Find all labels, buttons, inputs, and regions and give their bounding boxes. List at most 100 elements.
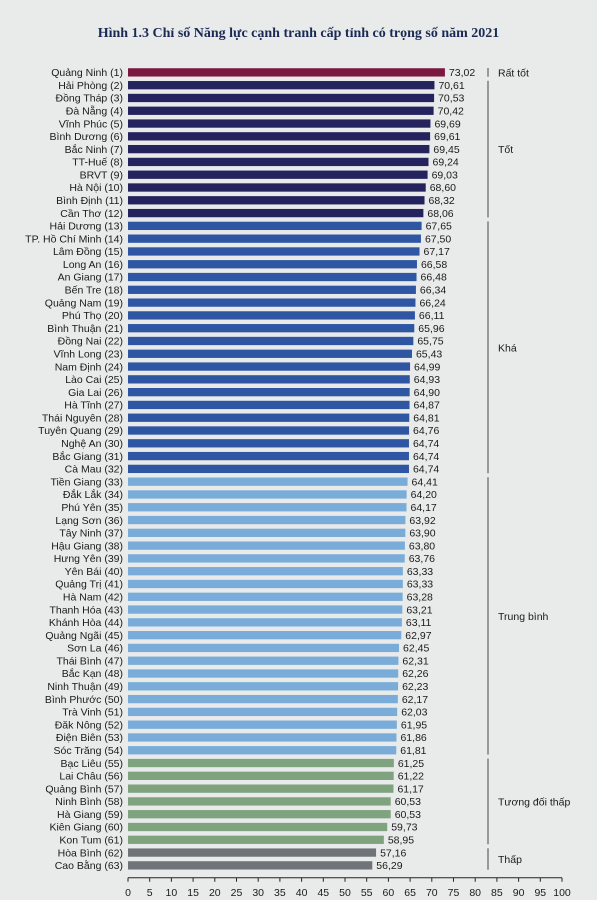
bar (128, 694, 398, 704)
category-label: Nam Định (24) (55, 361, 123, 373)
x-tick-label: 90 (513, 887, 525, 899)
bar (128, 541, 405, 550)
category-label: Gia Lai (26) (68, 387, 123, 399)
category-label: Sóc Trăng (54) (54, 745, 123, 757)
x-tick-label: 75 (448, 887, 460, 899)
bar (128, 144, 430, 154)
bar (128, 567, 403, 576)
category-label: Lai Châu (56) (59, 771, 123, 783)
category-label: Bắc Giang (31) (52, 450, 123, 463)
bar (128, 797, 391, 806)
category-label: Bắc Kạn (48) (62, 667, 123, 680)
value-label: 63,21 (406, 604, 432, 616)
category-label: Quảng Bình (57) (45, 783, 123, 795)
x-tick-label: 55 (361, 887, 373, 899)
bar (128, 835, 384, 844)
bar (128, 247, 420, 256)
category-label: Tuyên Quang (29) (38, 425, 123, 437)
x-tick-label: 35 (274, 887, 286, 899)
x-tick-label: 65 (404, 887, 416, 899)
category-label: Vĩnh Phúc (5) (59, 118, 123, 130)
category-label: Bến Tre (18) (65, 285, 123, 297)
category-label: Phú Yên (35) (61, 502, 123, 514)
bar (128, 758, 394, 768)
value-label: 64,76 (413, 425, 439, 437)
value-label: 61,81 (400, 745, 426, 757)
bar (128, 68, 445, 77)
category-label: Tây Ninh (37) (59, 528, 123, 540)
group-label: Trung bình (498, 611, 549, 623)
x-tick-label: 85 (491, 887, 503, 899)
category-label: Hà Giang (59) (57, 809, 123, 821)
bar (128, 157, 429, 167)
value-label: 66,11 (419, 310, 445, 322)
value-label: 64,74 (413, 438, 439, 450)
bar (128, 311, 415, 320)
bar (128, 720, 397, 729)
value-label: 65,96 (418, 323, 444, 335)
value-label: 64,87 (414, 400, 440, 412)
value-label: 63,80 (409, 540, 435, 552)
value-label: 65,75 (417, 336, 443, 348)
bar (128, 464, 409, 474)
category-label: Ninh Thuận (49) (47, 681, 123, 693)
x-tick-label: 70 (426, 887, 438, 899)
x-tick-label: 15 (187, 887, 199, 899)
bar (128, 119, 431, 128)
value-label: 64,17 (411, 502, 437, 514)
bar (128, 183, 426, 192)
bar (128, 196, 425, 205)
bar (128, 413, 410, 422)
x-tick-label: 40 (296, 887, 308, 899)
chart-title: Hình 1.3 Chỉ số Năng lực cạnh tranh cấp … (97, 26, 500, 41)
x-tick-label: 95 (534, 887, 546, 899)
bar (128, 733, 397, 742)
category-label: Kon Tum (61) (59, 835, 123, 847)
value-label: 64,74 (413, 464, 439, 476)
category-label: Ninh Bình (58) (55, 796, 123, 808)
value-label: 64,81 (413, 412, 439, 424)
bar (128, 861, 373, 870)
bar (128, 643, 400, 653)
group-label: Tương đối thấp (498, 796, 570, 808)
bar (128, 848, 377, 857)
category-label: TT-Huế (8) (72, 157, 123, 169)
bar (128, 170, 428, 179)
value-label: 67,65 (426, 221, 452, 233)
group-label: Rất tốt (498, 67, 529, 79)
category-label: Quảng Ngãi (45) (45, 630, 123, 642)
category-label: Cà Mau (32) (65, 464, 123, 476)
category-label: Đăk Nông (52) (55, 719, 123, 731)
x-tick-label: 45 (317, 887, 329, 899)
value-label: 69,61 (434, 131, 460, 143)
value-label: 68,32 (429, 195, 455, 207)
group-label: Thấp (498, 854, 522, 866)
value-label: 67,17 (424, 246, 450, 258)
value-label: 64,20 (411, 489, 437, 501)
category-label: Bình Thuận (21) (47, 323, 123, 335)
category-label: Hưng Yên (39) (54, 553, 123, 565)
x-tick-label: 0 (125, 887, 131, 899)
bar (128, 272, 417, 282)
value-label: 73,02 (449, 67, 475, 79)
value-label: 68,60 (430, 182, 456, 194)
value-label: 66,24 (419, 297, 445, 309)
category-label: Bắc Ninh (7) (65, 143, 123, 156)
value-label: 62,97 (405, 630, 431, 642)
category-label: Bình Phước (50) (45, 694, 123, 706)
category-label: An Giang (17) (58, 272, 123, 284)
value-label: 63,76 (409, 553, 435, 565)
value-label: 68,06 (427, 208, 453, 220)
value-label: 66,48 (421, 272, 447, 284)
category-label: Hải Dương (13) (50, 221, 123, 233)
value-label: 60,53 (395, 809, 421, 821)
x-tick-label: 30 (252, 887, 264, 899)
value-label: 64,93 (414, 374, 440, 386)
bar (128, 426, 410, 435)
value-label: 63,11 (406, 617, 432, 629)
category-label: Hòa Bình (62) (58, 847, 123, 859)
bar (128, 298, 416, 307)
value-label: 57,16 (380, 847, 406, 859)
bar (128, 579, 403, 589)
